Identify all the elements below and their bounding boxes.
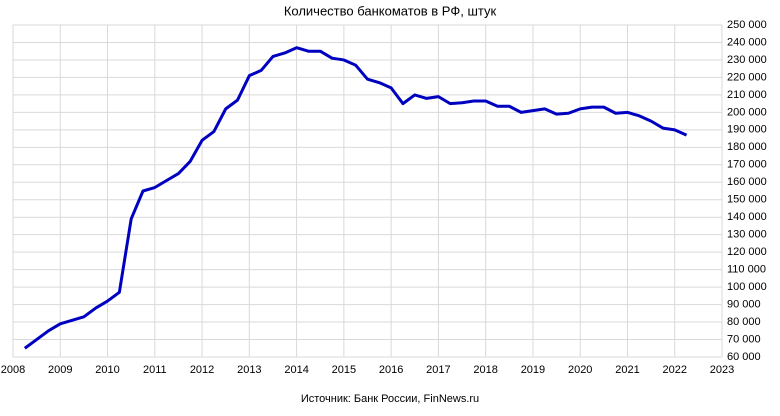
y-tick-label: 200 000 xyxy=(727,106,767,118)
x-tick-label: 2010 xyxy=(95,364,119,376)
y-tick-label: 220 000 xyxy=(727,71,767,83)
x-tick-label: 2016 xyxy=(379,364,403,376)
y-tick-label: 210 000 xyxy=(727,89,767,101)
y-tick-label: 70 000 xyxy=(727,333,761,345)
y-tick-label: 120 000 xyxy=(727,246,767,258)
y-tick-label: 110 000 xyxy=(727,264,766,276)
x-tick-label: 2018 xyxy=(473,364,497,376)
chart-title: Количество банкоматов в РФ, штук xyxy=(284,3,497,18)
y-tick-label: 100 000 xyxy=(727,281,767,293)
x-tick-label: 2015 xyxy=(332,364,356,376)
y-tick-label: 160 000 xyxy=(727,176,767,188)
plot-border xyxy=(12,24,723,358)
x-tick-label: 2021 xyxy=(615,364,639,376)
x-tick-label: 2017 xyxy=(426,364,450,376)
x-tick-label: 2014 xyxy=(284,364,308,376)
x-tick-label: 2009 xyxy=(48,364,72,376)
y-tick-label: 180 000 xyxy=(727,141,767,153)
x-tick-label: 2023 xyxy=(710,364,734,376)
y-tick-label: 190 000 xyxy=(727,124,767,136)
y-tick-label: 230 000 xyxy=(727,54,767,66)
y-tick-label: 80 000 xyxy=(727,316,761,328)
y-tick-label: 60 000 xyxy=(727,351,761,363)
y-tick-label: 150 000 xyxy=(727,194,767,206)
y-tick-label: 130 000 xyxy=(727,229,767,241)
y-tick-label: 170 000 xyxy=(727,159,767,171)
x-tick-label: 2013 xyxy=(237,364,261,376)
x-tick-label: 2022 xyxy=(662,364,686,376)
x-tick-label: 2011 xyxy=(143,364,167,376)
y-tick-label: 140 000 xyxy=(727,211,767,223)
source-note: Источник: Банк России, FinNews.ru xyxy=(301,393,479,405)
x-tick-label: 2012 xyxy=(190,364,214,376)
x-tick-label: 2020 xyxy=(568,364,592,376)
y-tick-label: 240 000 xyxy=(727,36,767,48)
y-tick-label: 250 000 xyxy=(727,19,767,31)
data-line xyxy=(23,46,688,350)
x-tick-label: 2019 xyxy=(521,364,545,376)
y-tick-label: 90 000 xyxy=(727,298,761,310)
x-tick-label: 2008 xyxy=(1,364,25,376)
